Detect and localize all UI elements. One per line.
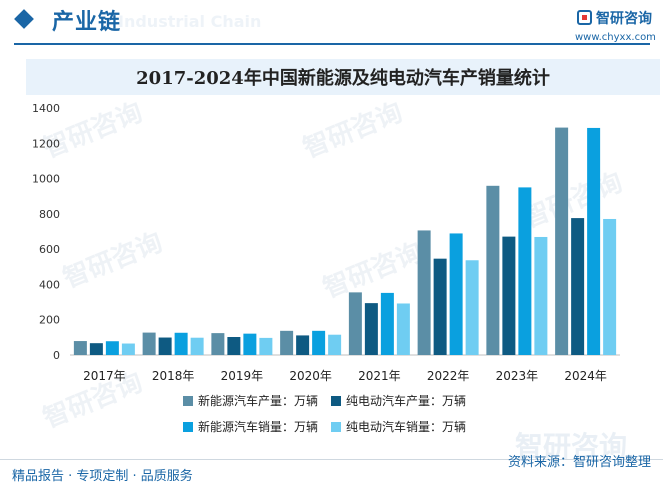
x-tick-label: 2020年 xyxy=(289,369,332,383)
y-tick-label: 0 xyxy=(53,349,60,362)
x-tick-label: 2019年 xyxy=(221,369,264,383)
bar xyxy=(380,292,394,355)
bar xyxy=(259,337,273,355)
section-ghost-text: Industrial Chain xyxy=(118,12,262,31)
legend-label: 新能源汽车销量：万辆 xyxy=(198,420,319,434)
bar xyxy=(348,292,362,355)
bar xyxy=(158,337,172,355)
footer-ghost-text: 智研咨询 xyxy=(515,430,628,463)
x-tick-label: 2023年 xyxy=(496,369,539,383)
bar xyxy=(73,341,87,355)
x-tick-label: 2024年 xyxy=(564,369,607,383)
bar xyxy=(312,330,326,355)
brand-url: www.chyxx.com xyxy=(575,32,656,43)
bar xyxy=(89,343,103,355)
bar xyxy=(227,337,241,355)
brand-name: 智研咨询 xyxy=(596,11,652,27)
bar xyxy=(364,303,378,355)
legend-label: 纯电动汽车销量：万辆 xyxy=(346,420,467,434)
bar xyxy=(174,332,188,355)
footer-divider xyxy=(0,459,663,460)
legend-swatch xyxy=(183,396,193,406)
x-tick-label: 2021年 xyxy=(358,369,401,383)
bar xyxy=(571,218,585,355)
bar xyxy=(433,258,447,355)
bar xyxy=(280,330,294,355)
bar xyxy=(121,343,135,355)
bar xyxy=(518,187,532,355)
bar xyxy=(449,233,463,355)
legend-label: 新能源汽车产量：万辆 xyxy=(198,394,319,408)
chart-legend: 新能源汽车产量：万辆 纯电动汽车产量：万辆新能源汽车销量：万辆 纯电动汽车销量：万辆 xyxy=(183,392,513,442)
y-tick-label: 800 xyxy=(39,208,60,221)
bar xyxy=(534,236,548,355)
bar xyxy=(417,230,431,355)
bar xyxy=(328,334,342,355)
y-tick-label: 1200 xyxy=(32,137,60,150)
bar xyxy=(211,333,225,355)
legend-swatch xyxy=(331,422,341,432)
header: 产业链 Industrial Chain 智研咨询 www.chyxx.com xyxy=(0,0,663,45)
y-tick-label: 1000 xyxy=(32,173,60,186)
y-tick-label: 600 xyxy=(39,243,60,256)
x-tick-label: 2018年 xyxy=(152,369,195,383)
y-tick-label: 200 xyxy=(39,314,60,327)
brand-logo-icon xyxy=(577,10,592,25)
header-divider xyxy=(14,43,650,45)
bar xyxy=(555,127,569,355)
x-tick-label: 2022年 xyxy=(427,369,470,383)
chart-title-band: 2017-2024年中国新能源及纯电动汽车产销量统计 xyxy=(26,59,660,95)
section-title: 产业链 xyxy=(52,10,122,35)
y-tick-label: 400 xyxy=(39,278,60,291)
chart-title: 2017-2024年中国新能源及纯电动汽车产销量统计 xyxy=(136,68,550,89)
bar xyxy=(243,333,257,355)
bar xyxy=(603,218,617,355)
y-tick-label: 1400 xyxy=(32,102,60,115)
bar xyxy=(486,185,500,355)
bar xyxy=(502,236,516,355)
legend-swatch xyxy=(183,422,193,432)
bar xyxy=(190,337,204,355)
legend-swatch xyxy=(331,396,341,406)
x-tick-label: 2017年 xyxy=(83,369,126,383)
footer-source: 资料来源：智研咨询整理 xyxy=(507,455,651,470)
bar xyxy=(142,332,156,355)
legend-label: 纯电动汽车产量：万辆 xyxy=(346,394,467,408)
footer-slogan: 精品报告 · 专项定制 · 品质服务 xyxy=(12,469,193,484)
bar xyxy=(587,127,601,355)
bar xyxy=(465,260,479,355)
bar xyxy=(396,303,410,355)
bar xyxy=(296,335,310,355)
bar xyxy=(105,341,119,355)
